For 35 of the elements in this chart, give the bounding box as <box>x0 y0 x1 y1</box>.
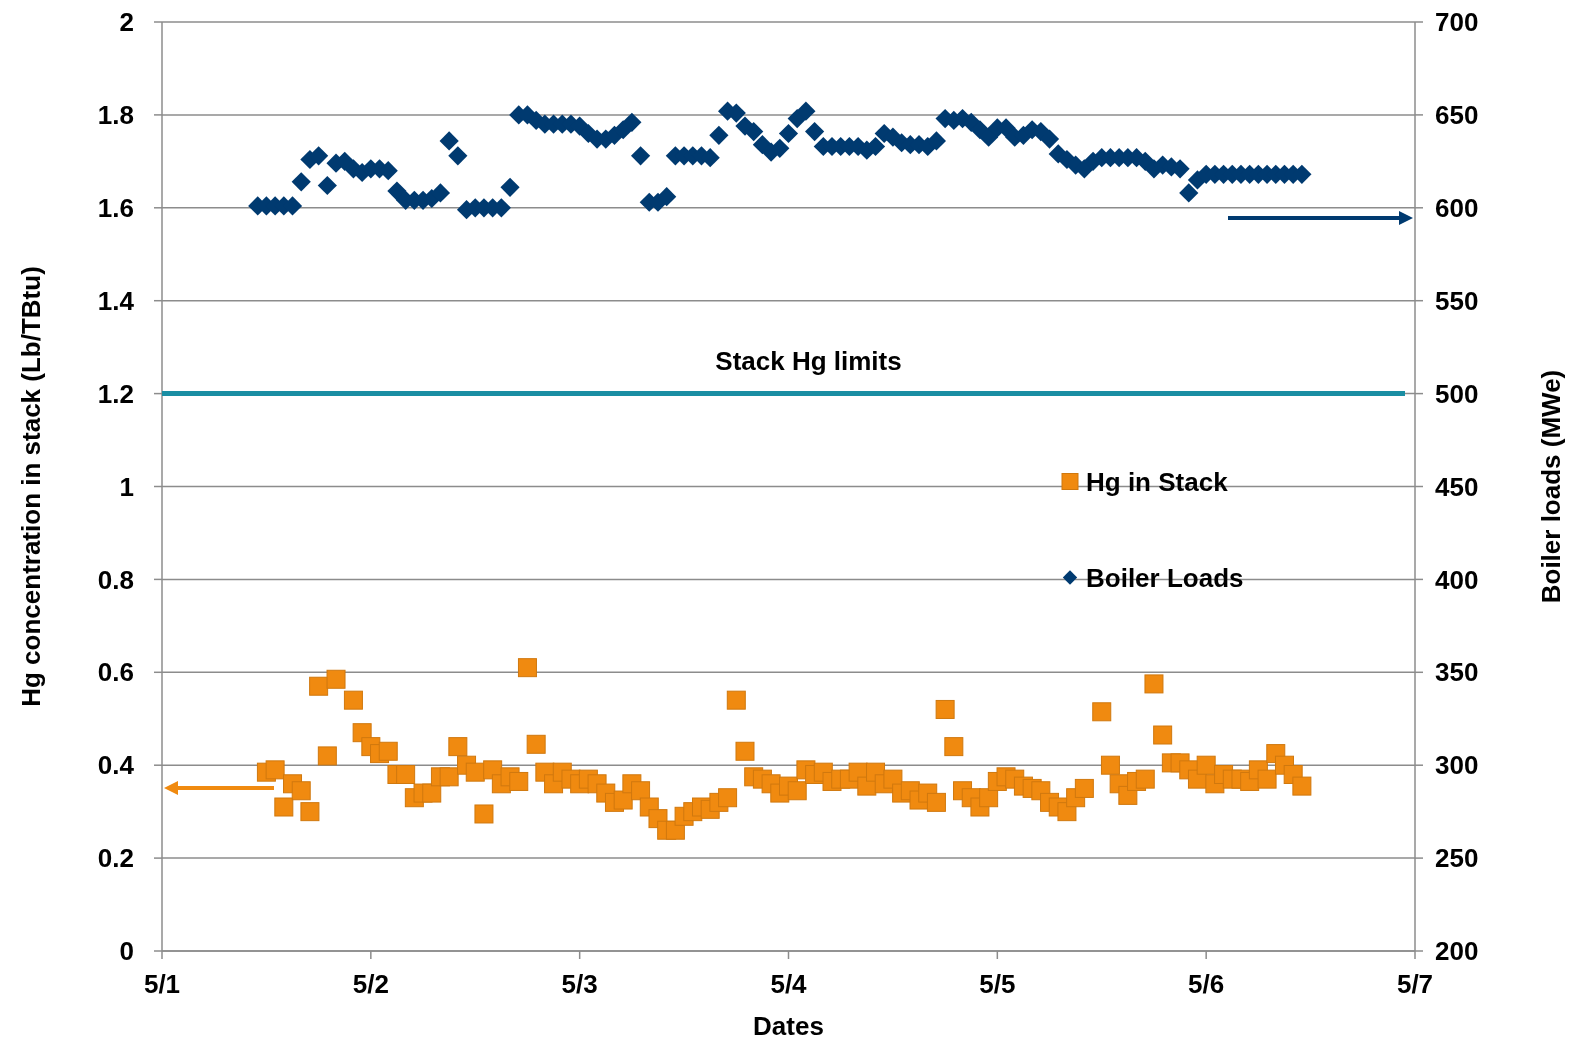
x-axis-title: Dates <box>753 1011 824 1041</box>
y2-axis-title: Boiler loads (MWe) <box>1536 369 1566 604</box>
y-tick-label: 1.4 <box>97 285 135 316</box>
y-tick-label: 1.2 <box>97 378 134 409</box>
y2-tick-label: 450 <box>1435 471 1479 502</box>
x-tick-label: 5/1 <box>143 969 181 999</box>
y2-tick-label: 500 <box>1435 378 1479 409</box>
y2-tick-label: 600 <box>1435 192 1479 223</box>
x-tick-label: 5/7 <box>1396 969 1434 999</box>
y2-tick-label: 200 <box>1435 936 1479 967</box>
y2-tick-label: 400 <box>1435 564 1479 595</box>
x-tick-label: 5/3 <box>561 969 598 999</box>
legend-label: Boiler Loads <box>1086 562 1244 593</box>
x-tick-label: 5/2 <box>352 969 389 999</box>
x-tick-label: 5/4 <box>770 969 808 999</box>
y-tick-label: 1.8 <box>97 100 134 130</box>
y-tick-label: 0.6 <box>97 657 134 688</box>
y-tick-label: 0 <box>119 936 134 967</box>
y-tick-label: 1 <box>119 471 134 502</box>
y-tick-label: 2 <box>119 7 134 38</box>
x-tick-label: 5/5 <box>979 969 1016 999</box>
legend-label: Hg in Stack <box>1086 466 1229 497</box>
y-tick-label: 0.8 <box>97 564 134 595</box>
ref-line-label: Stack Hg limits <box>715 345 902 376</box>
y-tick-label: 0.2 <box>97 843 134 874</box>
y2-tick-label: 300 <box>1435 750 1479 781</box>
x-tick-label: 5/6 <box>1188 969 1225 999</box>
y2-tick-label: 350 <box>1435 657 1479 688</box>
y-tick-label: 0.4 <box>97 750 135 781</box>
y2-tick-label: 250 <box>1435 843 1479 874</box>
y2-tick-label: 650 <box>1435 100 1479 130</box>
y-axis-title: Hg concentration in stack (Lb/TBtu) <box>16 266 46 707</box>
y2-tick-label: 700 <box>1435 7 1479 38</box>
y2-tick-label: 550 <box>1435 285 1479 316</box>
y-tick-label: 1.6 <box>97 192 134 223</box>
